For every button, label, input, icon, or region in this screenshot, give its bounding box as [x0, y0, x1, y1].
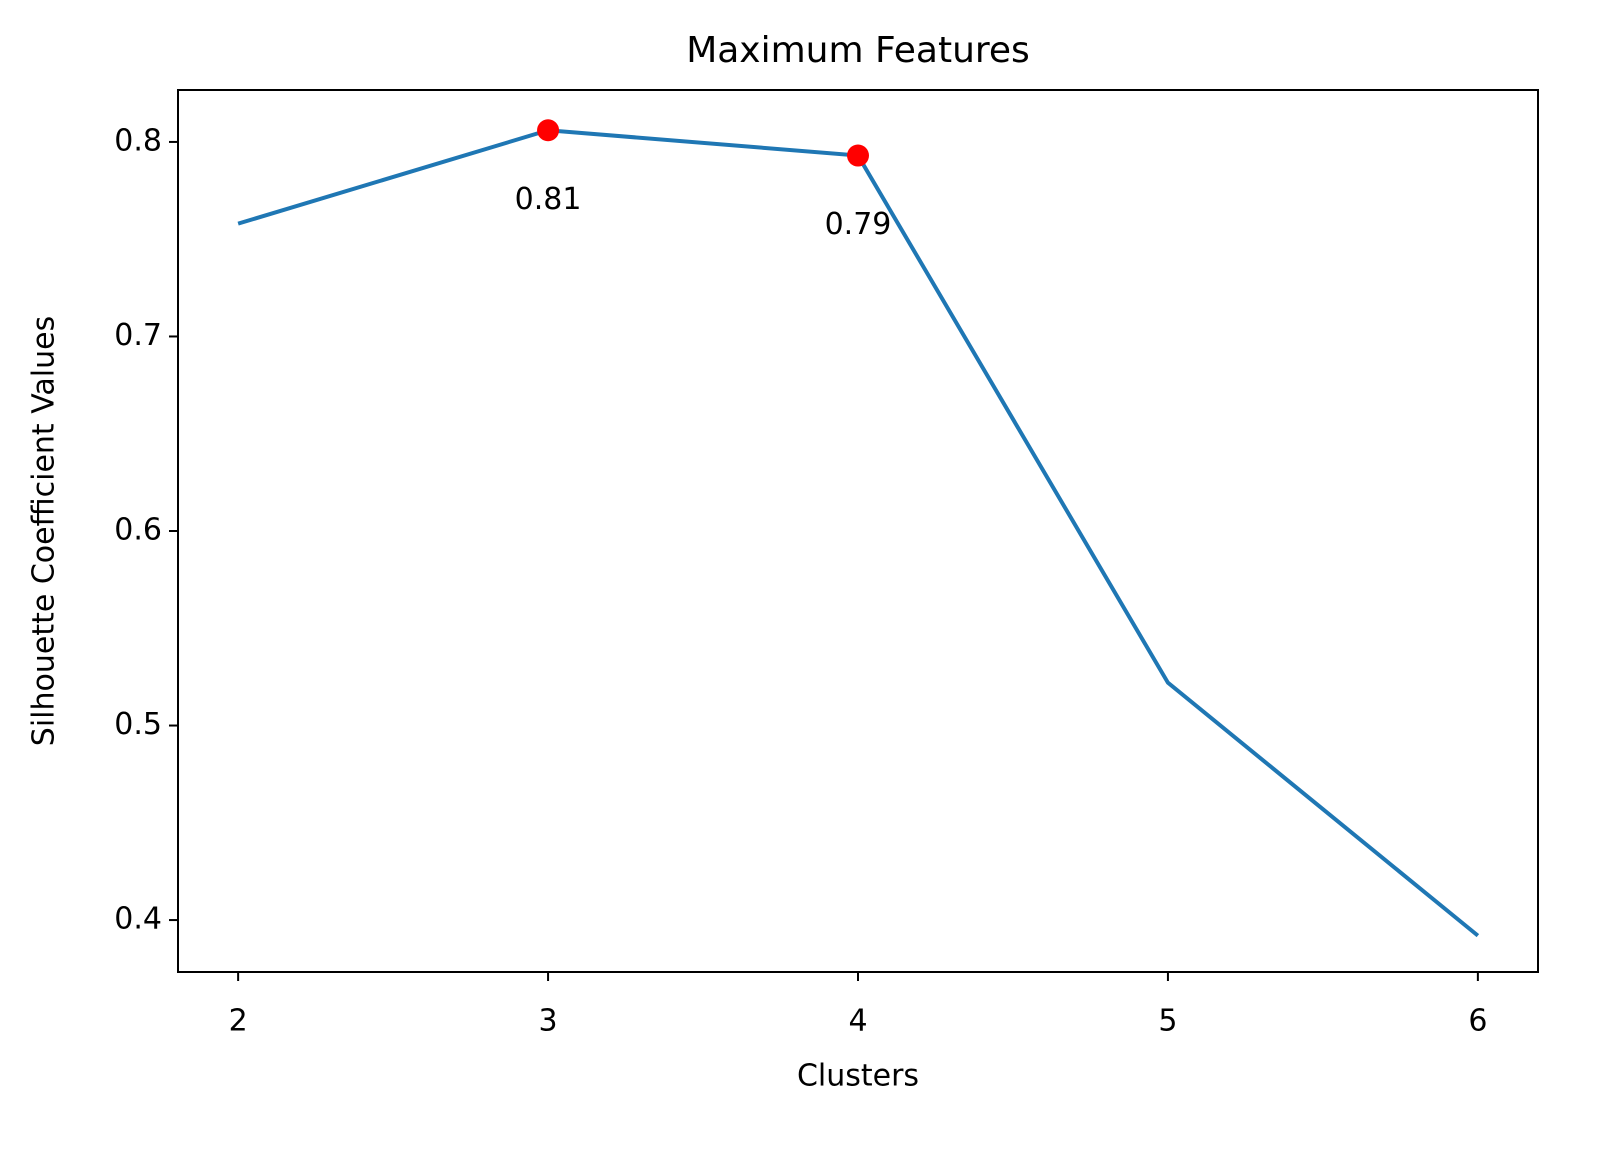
highlight-point — [537, 119, 560, 142]
highlight-point — [847, 144, 869, 167]
x-tick-label: 3 — [539, 1004, 558, 1039]
y-tick-label: 0.6 — [114, 513, 162, 548]
x-tick-label: 2 — [229, 1004, 248, 1039]
y-tick-label: 0.7 — [114, 318, 162, 353]
x-tick-label: 5 — [1158, 1004, 1177, 1039]
y-tick-label: 0.8 — [114, 123, 162, 158]
y-axis-label: Silhouette Coefficient Values — [27, 316, 62, 746]
data-label: 0.81 — [515, 182, 582, 217]
x-tick-label: 4 — [848, 1004, 867, 1039]
y-tick-label: 0.4 — [114, 902, 162, 937]
x-axis-label: Clusters — [797, 1059, 919, 1094]
chart-title: Maximum Features — [686, 30, 1030, 71]
plot-frame — [177, 89, 1539, 973]
data-label: 0.79 — [825, 207, 892, 242]
x-tick-label: 6 — [1468, 1004, 1487, 1039]
y-tick-label: 0.5 — [114, 707, 162, 742]
